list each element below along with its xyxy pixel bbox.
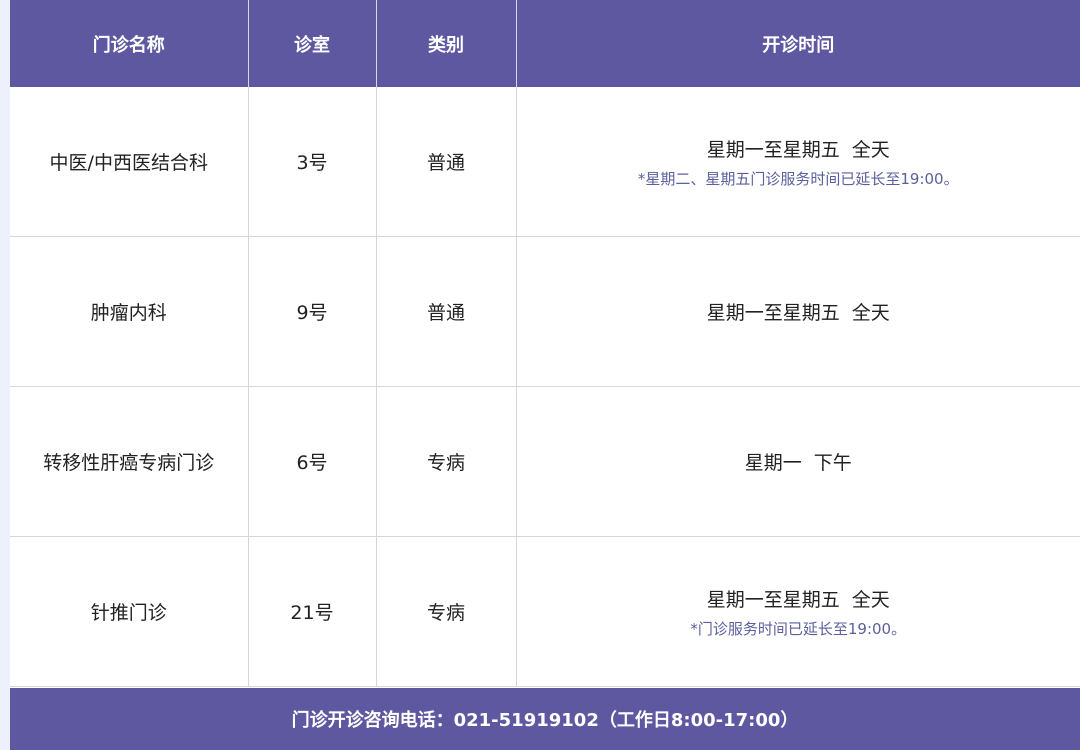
footer-phone: 门诊开诊咨询电话：021-51919102（工作日8:00-17:00） <box>10 688 1080 750</box>
clinic-room: 21号 <box>248 536 377 687</box>
clinic-time-cell: 星期一至星期五 全天 *门诊服务时间已延长至19:00。 <box>516 536 1080 687</box>
header-room: 诊室 <box>248 0 377 87</box>
header-name: 门诊名称 <box>10 0 249 87</box>
clinic-type: 普通 <box>376 87 517 237</box>
clinic-room: 6号 <box>248 386 377 537</box>
table-row: 中医/中西医结合科 3号 普通 星期一至星期五 全天 *星期二、星期五门诊服务时间… <box>10 87 1080 237</box>
schedule-table: 门诊名称 诊室 类别 开诊时间 中医/中西医结合科 3号 普通 星期一至星期五 … <box>10 0 1080 687</box>
clinic-type: 普通 <box>376 236 517 387</box>
clinic-schedule: 门诊名称 诊室 类别 开诊时间 中医/中西医结合科 3号 普通 星期一至星期五 … <box>10 0 1080 750</box>
clinic-type: 专病 <box>376 386 517 537</box>
clinic-time: 星期一 下午 <box>744 452 852 474</box>
clinic-time-cell: 星期一 下午 <box>516 386 1080 537</box>
clinic-note: *门诊服务时间已延长至19:00。 <box>690 619 907 638</box>
clinic-room: 9号 <box>248 236 377 387</box>
clinic-time: 星期一至星期五 全天 <box>706 138 890 161</box>
clinic-name: 中医/中西医结合科 <box>10 87 249 237</box>
table-header: 门诊名称 诊室 类别 开诊时间 <box>10 0 1080 87</box>
clinic-name: 肿瘤内科 <box>10 236 249 387</box>
clinic-room: 3号 <box>248 87 377 237</box>
clinic-time: 星期一至星期五 全天 <box>706 588 890 611</box>
clinic-name: 转移性肝癌专病门诊 <box>10 386 249 537</box>
clinic-time-cell: 星期一至星期五 全天 <box>516 236 1080 387</box>
header-type: 类别 <box>376 0 517 87</box>
header-time: 开诊时间 <box>516 0 1080 87</box>
table-row: 肿瘤内科 9号 普通 星期一至星期五 全天 <box>10 236 1080 387</box>
clinic-time-cell: 星期一至星期五 全天 *星期二、星期五门诊服务时间已延长至19:00。 <box>516 87 1080 237</box>
table-row: 转移性肝癌专病门诊 6号 专病 星期一 下午 <box>10 386 1080 537</box>
clinic-type: 专病 <box>376 536 517 687</box>
clinic-note: *星期二、星期五门诊服务时间已延长至19:00。 <box>637 169 959 188</box>
clinic-name: 针推门诊 <box>10 536 249 687</box>
clinic-time: 星期一至星期五 全天 <box>706 302 890 324</box>
table-row: 针推门诊 21号 专病 星期一至星期五 全天 *门诊服务时间已延长至19:00。 <box>10 536 1080 687</box>
